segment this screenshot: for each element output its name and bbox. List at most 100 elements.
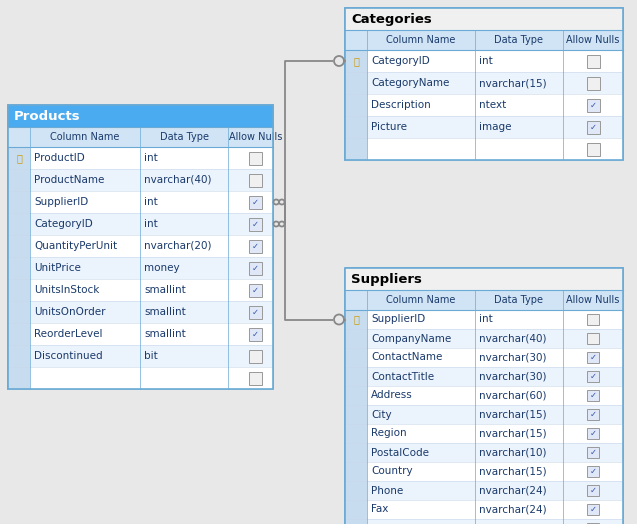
Bar — [345, 50, 367, 72]
Bar — [249, 305, 262, 319]
Text: Address: Address — [371, 390, 413, 400]
Text: Column Name: Column Name — [386, 35, 455, 45]
Bar — [249, 195, 262, 209]
Bar — [8, 301, 30, 323]
Text: smallint: smallint — [144, 307, 186, 317]
Text: Products: Products — [14, 110, 81, 123]
Text: ✓: ✓ — [252, 330, 259, 339]
Bar — [345, 500, 367, 519]
Bar — [8, 301, 273, 323]
Bar — [345, 94, 367, 116]
Text: ✓: ✓ — [589, 353, 596, 362]
Bar — [345, 8, 623, 160]
Text: Picture: Picture — [371, 122, 407, 132]
Text: ✓: ✓ — [252, 198, 259, 206]
Text: nvarchar(60): nvarchar(60) — [479, 390, 547, 400]
Text: UnitPrice: UnitPrice — [34, 263, 81, 273]
Bar — [345, 138, 623, 160]
Bar — [345, 268, 623, 524]
Text: nvarchar(15): nvarchar(15) — [479, 429, 547, 439]
Text: ✓: ✓ — [252, 242, 259, 250]
Text: smallint: smallint — [144, 285, 186, 295]
Text: ReorderLevel: ReorderLevel — [34, 329, 103, 339]
Bar — [249, 350, 262, 363]
Text: Data Type: Data Type — [494, 35, 543, 45]
Text: ✓: ✓ — [589, 391, 596, 400]
Text: ProductName: ProductName — [34, 175, 104, 185]
Bar — [345, 405, 367, 424]
Bar — [8, 213, 30, 235]
Bar — [8, 213, 273, 235]
Text: smallint: smallint — [144, 329, 186, 339]
Bar — [8, 279, 273, 301]
Text: nvarchar(24): nvarchar(24) — [479, 505, 547, 515]
Bar — [345, 138, 367, 160]
Bar — [587, 522, 599, 524]
Bar — [8, 345, 30, 367]
Text: CompanyName: CompanyName — [371, 333, 451, 344]
Text: int: int — [144, 197, 158, 207]
Bar — [249, 372, 262, 385]
Bar — [249, 283, 262, 297]
Bar — [345, 72, 623, 94]
Bar — [345, 500, 623, 519]
Text: Discontinued: Discontinued — [34, 351, 103, 361]
Bar — [249, 217, 262, 231]
Bar — [587, 77, 599, 90]
Bar — [8, 147, 273, 169]
Text: Data Type: Data Type — [159, 132, 208, 142]
Text: Data Type: Data Type — [494, 295, 543, 305]
Bar — [8, 323, 273, 345]
Text: nvarchar(30): nvarchar(30) — [479, 353, 547, 363]
Text: UnitsInStock: UnitsInStock — [34, 285, 99, 295]
Text: ✓: ✓ — [589, 410, 596, 419]
Bar — [345, 443, 623, 462]
Text: 🗝: 🗝 — [353, 56, 359, 66]
Text: ✓: ✓ — [589, 505, 596, 514]
Bar — [8, 257, 273, 279]
Text: SupplierID: SupplierID — [34, 197, 89, 207]
Text: ✓: ✓ — [252, 220, 259, 228]
Text: int: int — [144, 219, 158, 229]
Bar — [587, 333, 599, 344]
Bar — [345, 310, 623, 329]
Bar — [587, 54, 599, 68]
Text: Region: Region — [371, 429, 406, 439]
Text: Phone: Phone — [371, 486, 403, 496]
Bar — [8, 127, 273, 147]
Text: nvarchar(15): nvarchar(15) — [479, 466, 547, 476]
Bar — [8, 105, 273, 127]
Bar — [587, 390, 599, 401]
Bar — [345, 424, 623, 443]
Text: money: money — [144, 263, 180, 273]
Text: QuantityPerUnit: QuantityPerUnit — [34, 241, 117, 251]
Bar — [8, 147, 30, 169]
Bar — [345, 329, 367, 348]
Bar — [249, 151, 262, 165]
Bar — [8, 105, 273, 389]
Bar — [8, 191, 30, 213]
Text: Country: Country — [371, 466, 413, 476]
Bar — [8, 235, 30, 257]
Text: ProductID: ProductID — [34, 153, 85, 163]
Bar — [587, 352, 599, 363]
Text: ✓: ✓ — [589, 467, 596, 476]
Text: ✓: ✓ — [252, 308, 259, 316]
Bar — [8, 169, 273, 191]
Text: City: City — [371, 409, 392, 420]
Bar — [345, 348, 367, 367]
Text: nvarchar(40): nvarchar(40) — [479, 333, 547, 344]
Bar — [345, 290, 623, 310]
Text: int: int — [479, 314, 493, 324]
Bar — [587, 121, 599, 134]
Bar — [8, 105, 273, 389]
Bar — [345, 519, 623, 524]
Text: CategoryName: CategoryName — [371, 78, 449, 88]
Text: Allow Nulls: Allow Nulls — [566, 35, 620, 45]
Bar — [249, 261, 262, 275]
Bar — [8, 279, 30, 301]
Text: int: int — [479, 56, 493, 66]
Bar — [249, 173, 262, 187]
Bar — [587, 466, 599, 477]
Bar — [345, 386, 367, 405]
